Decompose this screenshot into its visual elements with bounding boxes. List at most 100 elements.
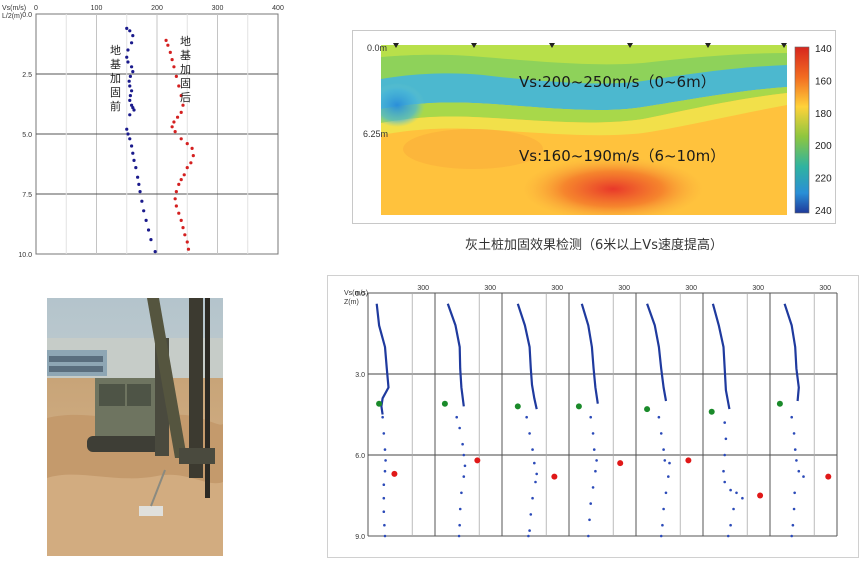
velocity-field xyxy=(381,45,787,215)
profile-line xyxy=(375,303,390,415)
green-marker xyxy=(708,408,715,415)
profile-point xyxy=(382,496,386,500)
green-marker xyxy=(441,400,448,407)
depth-tick-label: 6.0 xyxy=(355,453,365,460)
pile-driver-photo-svg xyxy=(47,298,223,556)
profile-point xyxy=(592,448,596,451)
data-point xyxy=(175,115,180,119)
depth-tick-label: 9.0 xyxy=(355,534,365,541)
data-point xyxy=(181,103,185,107)
profile-point xyxy=(382,483,386,486)
profile-point xyxy=(657,415,661,419)
profile-point xyxy=(458,507,462,511)
data-point xyxy=(179,110,183,114)
red-marker xyxy=(685,457,692,464)
pile-driver-photo xyxy=(47,298,223,556)
after-annotation: 地基加固后 xyxy=(180,35,191,104)
green-marker xyxy=(575,403,582,410)
depth-tick-label: 0.0 xyxy=(355,291,365,298)
profile-point xyxy=(664,491,668,495)
data-point xyxy=(170,125,174,129)
data-point xyxy=(153,250,157,254)
green-marker xyxy=(644,406,651,413)
profile-point xyxy=(534,480,537,484)
depth-tick-label: 3.0 xyxy=(355,372,365,379)
profile-x-tick: 300 xyxy=(484,285,496,292)
data-point xyxy=(125,127,129,131)
data-point xyxy=(129,144,134,148)
data-point xyxy=(134,166,138,170)
data-point xyxy=(191,154,195,158)
profile-point xyxy=(460,491,463,495)
data-point xyxy=(129,65,134,69)
profile-point xyxy=(528,432,531,435)
profile-point xyxy=(381,415,384,419)
data-point xyxy=(142,209,146,213)
profile-point xyxy=(729,488,732,492)
before-after-chart: Vs(m/s) L/2(m) 0 100 200 300 400 0.0 2.5 5.0 7.5… xyxy=(0,0,285,262)
data-point xyxy=(126,48,130,52)
depth-tick-1: 6.25m xyxy=(363,129,388,139)
before-after-chart-svg: Vs(m/s) L/2(m) 0 100 200 300 400 0.0 2.5 5.0 7.5… xyxy=(2,5,284,259)
velocity-section-svg: 0.0m 6.25m Vs:200~250m/s（0~6m） Vs:160~19… xyxy=(363,43,832,217)
data-point xyxy=(125,26,129,30)
data-point xyxy=(182,173,186,177)
profile-point xyxy=(533,461,536,465)
data-point xyxy=(126,132,130,136)
data-point xyxy=(132,158,136,162)
colorbar-tick: 240 xyxy=(815,206,832,217)
data-point xyxy=(166,43,170,47)
data-point xyxy=(127,79,131,83)
profile-point xyxy=(795,459,798,462)
data-point xyxy=(144,218,148,222)
data-point xyxy=(128,74,132,78)
profile-x-tick: 300 xyxy=(417,285,429,292)
profile-point xyxy=(667,475,670,478)
profile-point xyxy=(591,486,595,489)
profile-point xyxy=(726,534,730,538)
profile-point xyxy=(591,432,595,435)
data-point xyxy=(129,41,134,45)
colorbar-tick: 220 xyxy=(815,174,832,185)
profile-point xyxy=(735,491,738,495)
profile-point xyxy=(457,534,461,538)
profile-point xyxy=(662,448,665,451)
green-marker xyxy=(376,400,383,407)
data-point xyxy=(128,84,132,88)
data-point xyxy=(177,182,181,186)
profile-point xyxy=(383,523,386,527)
profile-point xyxy=(793,491,796,495)
vs-annotation-upper: Vs:200~250m/s（0~6m） xyxy=(519,73,716,91)
profile-point xyxy=(529,513,533,516)
red-marker xyxy=(391,470,398,477)
data-point xyxy=(185,240,189,244)
profile-point xyxy=(724,437,728,441)
red-marker xyxy=(825,473,832,480)
profile-x-tick: 300 xyxy=(685,285,697,292)
profile-point xyxy=(525,415,528,419)
data-point xyxy=(170,58,174,62)
profile-point xyxy=(659,432,663,435)
data-point xyxy=(128,98,132,102)
y-tick-label: 5.0 xyxy=(22,132,32,139)
data-point xyxy=(177,211,181,215)
profile-point xyxy=(383,534,387,538)
y-axis-label: L/2(m) xyxy=(2,13,22,20)
profile-point xyxy=(455,415,458,419)
x-tick-label: 400 xyxy=(272,5,284,12)
profile-point xyxy=(588,518,591,522)
data-point xyxy=(128,29,132,33)
profile-point xyxy=(463,464,467,468)
profile-point xyxy=(793,448,797,451)
data-point xyxy=(179,137,183,141)
data-point xyxy=(173,197,177,201)
profile-point xyxy=(461,442,464,446)
vs-annotation-lower: Vs:160~190m/s（6~10m） xyxy=(519,147,725,165)
data-point xyxy=(131,70,135,74)
profile-line xyxy=(580,303,599,404)
profile-point xyxy=(462,475,466,478)
profile-point xyxy=(791,523,795,527)
data-point xyxy=(179,218,183,222)
profile-point xyxy=(659,534,663,538)
profile-line xyxy=(711,303,731,410)
